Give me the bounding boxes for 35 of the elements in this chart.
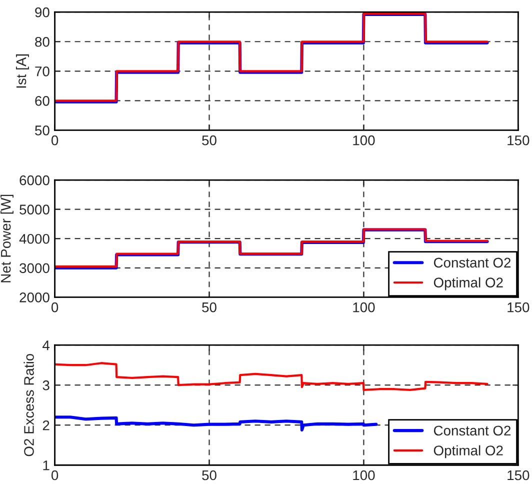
y-tick-label: 3000 <box>20 263 50 274</box>
y-tick-label: 4 <box>42 340 50 350</box>
y-tick-label: 80 <box>35 36 50 47</box>
legend-label: Optimal O2 <box>434 445 503 458</box>
y-tick-label: 4000 <box>19 234 50 244</box>
x-tick-label: 50 <box>202 470 216 480</box>
legend-label: Constant O2 <box>434 426 511 436</box>
y-tick-label: 70 <box>35 66 50 76</box>
y-tick-label: 50 <box>35 126 50 136</box>
line-series <box>54 416 378 432</box>
y-axis-title: Net Power [W] <box>0 194 14 282</box>
x-tick-label: 50 <box>202 302 216 312</box>
y-tick-label: 3 <box>42 380 50 390</box>
x-tick-label: 150 <box>508 135 530 146</box>
legend-label: Constant O2 <box>434 258 511 268</box>
y-tick-label: 1 <box>43 460 50 470</box>
x-tick-label: 50 <box>202 135 216 146</box>
x-tick-label: 0 <box>51 470 58 480</box>
x-tick-label: 150 <box>508 302 530 312</box>
y-tick-label: 2000 <box>20 292 50 302</box>
y-tick-label: 6000 <box>20 175 50 186</box>
x-tick-label: 0 <box>51 302 58 312</box>
y-tick-label: 2 <box>42 420 50 430</box>
x-tick-label: 150 <box>508 470 530 480</box>
legend-label: Optimal O2 <box>434 277 503 290</box>
x-tick-label: 0 <box>51 135 58 146</box>
y-axis-title: Ist [A] <box>16 54 29 88</box>
x-tick-label: 100 <box>353 470 375 480</box>
y-tick-label: 60 <box>35 96 50 106</box>
x-tick-label: 100 <box>353 302 375 312</box>
line-series <box>54 362 488 391</box>
y-axis-title: O2 Excess Ratio <box>24 354 34 456</box>
x-tick-label: 100 <box>353 135 375 146</box>
y-tick-label: 90 <box>35 7 50 18</box>
y-tick-label: 5000 <box>20 204 50 214</box>
